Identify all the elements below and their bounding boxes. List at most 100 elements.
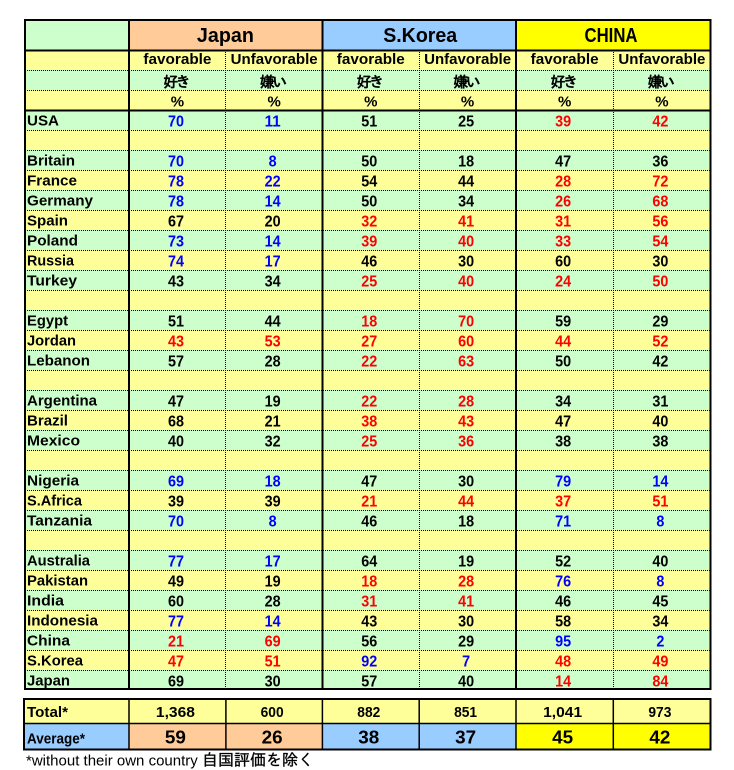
svg-text:Pakistan: Pakistan (27, 573, 88, 590)
svg-text:%: % (267, 93, 280, 110)
svg-text:600: 600 (261, 704, 284, 721)
svg-text:40: 40 (168, 434, 184, 451)
svg-text:68: 68 (652, 194, 668, 211)
svg-text:68: 68 (168, 414, 184, 431)
svg-text:28: 28 (265, 354, 281, 371)
svg-text:Average*: Average* (27, 730, 85, 747)
svg-text:Spain: Spain (27, 213, 68, 230)
svg-text:38: 38 (652, 434, 668, 451)
svg-text:84: 84 (652, 674, 668, 691)
svg-text:22: 22 (265, 174, 281, 191)
svg-text:37: 37 (555, 494, 571, 511)
svg-text:47: 47 (555, 414, 571, 431)
svg-text:19: 19 (458, 554, 474, 571)
svg-text:1,368: 1,368 (156, 704, 195, 721)
svg-text:77: 77 (168, 614, 184, 631)
svg-text:favorable: favorable (143, 51, 211, 68)
svg-text:30: 30 (458, 614, 474, 631)
svg-text:44: 44 (458, 494, 474, 511)
svg-text:46: 46 (555, 594, 571, 611)
svg-text:*without their own country: *without their own country (26, 753, 198, 770)
svg-text:18: 18 (458, 154, 474, 171)
svg-text:48: 48 (555, 654, 571, 671)
svg-text:Total*: Total* (27, 704, 68, 721)
svg-text:59: 59 (165, 727, 186, 748)
svg-text:40: 40 (652, 414, 668, 431)
svg-text:Britain: Britain (27, 153, 75, 170)
svg-text:41: 41 (458, 214, 474, 231)
svg-text:28: 28 (555, 174, 571, 191)
svg-text:32: 32 (361, 214, 377, 231)
svg-text:95: 95 (555, 634, 571, 651)
svg-text:25: 25 (361, 434, 377, 451)
svg-text:40: 40 (458, 274, 474, 291)
svg-text:54: 54 (652, 234, 668, 251)
svg-text:31: 31 (652, 394, 668, 411)
svg-text:43: 43 (458, 414, 474, 431)
svg-text:39: 39 (361, 234, 377, 251)
svg-text:26: 26 (262, 727, 283, 748)
svg-text:14: 14 (265, 234, 281, 251)
svg-text:51: 51 (652, 494, 668, 511)
svg-text:78: 78 (168, 174, 184, 191)
svg-text:71: 71 (555, 514, 571, 531)
svg-text:%: % (364, 93, 377, 110)
svg-text:63: 63 (458, 354, 474, 371)
svg-text:26: 26 (555, 194, 571, 211)
svg-text:14: 14 (555, 674, 571, 691)
svg-text:S.Africa: S.Africa (27, 493, 83, 510)
svg-text:50: 50 (555, 354, 571, 371)
svg-text:19: 19 (265, 574, 281, 591)
svg-text:25: 25 (361, 274, 377, 291)
svg-text:43: 43 (168, 334, 184, 351)
svg-text:39: 39 (168, 494, 184, 511)
svg-text:USA: USA (27, 113, 59, 130)
svg-text:77: 77 (168, 554, 184, 571)
svg-text:7: 7 (462, 654, 470, 671)
svg-text:70: 70 (458, 314, 474, 331)
svg-text:43: 43 (168, 274, 184, 291)
svg-text:76: 76 (555, 574, 571, 591)
svg-text:30: 30 (652, 254, 668, 271)
svg-text:18: 18 (265, 474, 281, 491)
svg-text:56: 56 (361, 634, 377, 651)
svg-text:18: 18 (458, 514, 474, 531)
svg-text:8: 8 (269, 514, 277, 531)
svg-text:54: 54 (361, 174, 377, 191)
svg-text:73: 73 (168, 234, 184, 251)
svg-text:851: 851 (454, 704, 477, 721)
svg-text:42: 42 (652, 354, 668, 371)
svg-text:29: 29 (458, 634, 474, 651)
svg-text:53: 53 (265, 334, 281, 351)
svg-text:57: 57 (168, 354, 184, 371)
svg-text:Egypt: Egypt (27, 313, 68, 330)
svg-text:Germany: Germany (27, 193, 94, 210)
svg-text:39: 39 (555, 114, 571, 131)
svg-text:92: 92 (361, 654, 377, 671)
svg-text:21: 21 (168, 634, 184, 651)
svg-text:64: 64 (361, 554, 377, 571)
svg-text:8: 8 (269, 154, 277, 171)
svg-text:Unfavorable: Unfavorable (231, 51, 318, 68)
svg-text:Nigeria: Nigeria (27, 473, 80, 490)
svg-text:Russia: Russia (27, 253, 75, 270)
svg-text:28: 28 (458, 574, 474, 591)
svg-text:Lebanon: Lebanon (27, 353, 90, 370)
svg-text:21: 21 (361, 494, 377, 511)
svg-text:40: 40 (458, 674, 474, 691)
svg-text:Australia: Australia (27, 553, 91, 570)
svg-text:Mexico: Mexico (27, 433, 80, 450)
svg-text:52: 52 (555, 554, 571, 571)
svg-text:42: 42 (649, 727, 670, 748)
svg-text:60: 60 (168, 594, 184, 611)
svg-text:22: 22 (361, 354, 377, 371)
svg-text:40: 40 (458, 234, 474, 251)
svg-text:%: % (171, 93, 184, 110)
svg-text:38: 38 (361, 414, 377, 431)
svg-text:2: 2 (656, 634, 664, 651)
svg-text:46: 46 (361, 514, 377, 531)
svg-text:India: India (27, 593, 65, 610)
svg-text:%: % (655, 93, 668, 110)
svg-text:Unfavorable: Unfavorable (424, 51, 511, 68)
svg-text:Japan: Japan (197, 25, 254, 47)
